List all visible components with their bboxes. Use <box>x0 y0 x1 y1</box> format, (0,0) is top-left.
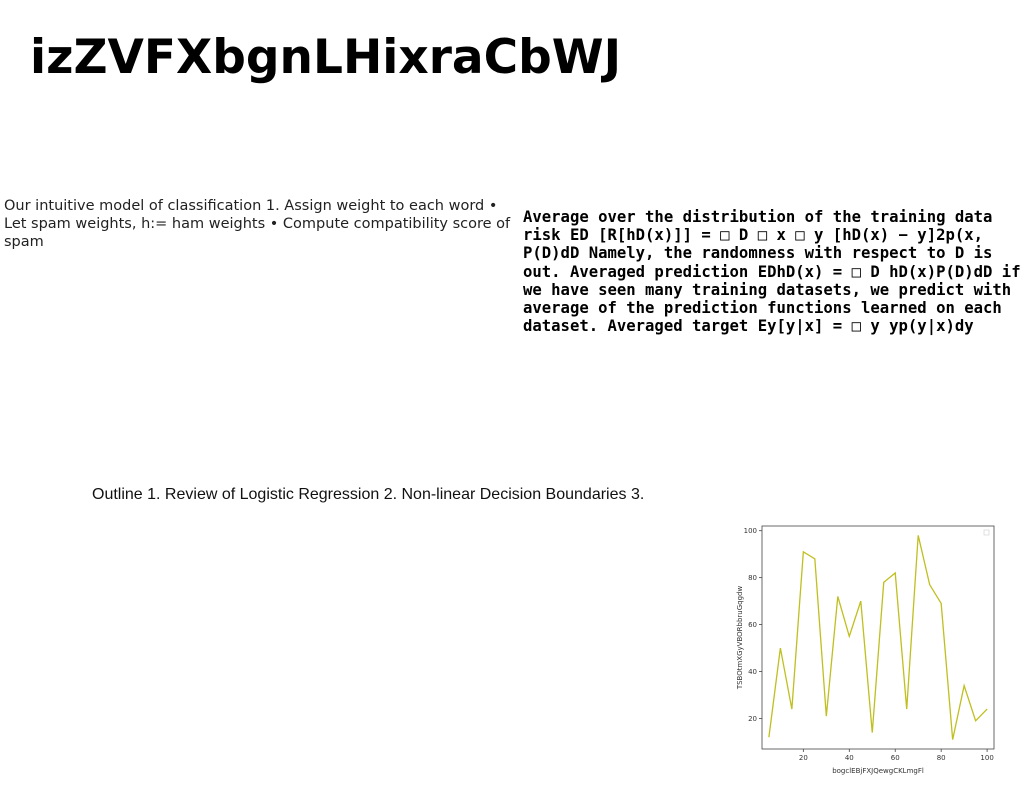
y-tick-label: 60 <box>748 621 757 629</box>
y-tick-label: 80 <box>748 574 757 582</box>
x-axis-label: bogclEBjFXJQewgCKLmgFl <box>832 767 924 775</box>
x-tick-label: 20 <box>799 754 808 762</box>
plot-frame <box>761 525 995 750</box>
series-line <box>768 535 988 740</box>
x-tick-label: 40 <box>845 754 854 762</box>
line-chart-svg: 20 40 60 80 100 20 40 60 80 100 bogclEBjFXJQewgCKL… <box>736 525 995 775</box>
outline-text: Outline 1. Review of Logistic Regression… <box>92 486 645 503</box>
legend-box <box>983 529 990 536</box>
x-tick-label: 100 <box>980 754 993 762</box>
y-axis-label: TSBOtmXGyVBORbbruGqgdw <box>736 586 744 691</box>
line-chart: 20 40 60 80 100 20 40 60 80 100 bogclEBjFXJQewgCKL… <box>728 518 1000 780</box>
page-title: izZVFXbgnLHixraCbWJ <box>30 30 622 85</box>
risk-paragraph: Average over the distribution of the tra… <box>523 208 1021 336</box>
y-tick-label: 100 <box>744 527 757 535</box>
classification-paragraph: Our intuitive model of classification 1.… <box>4 198 511 250</box>
y-tick-label: 20 <box>748 715 757 723</box>
x-tick-label: 80 <box>937 754 946 762</box>
y-tick-label: 40 <box>748 668 757 676</box>
x-tick-label: 60 <box>891 754 900 762</box>
